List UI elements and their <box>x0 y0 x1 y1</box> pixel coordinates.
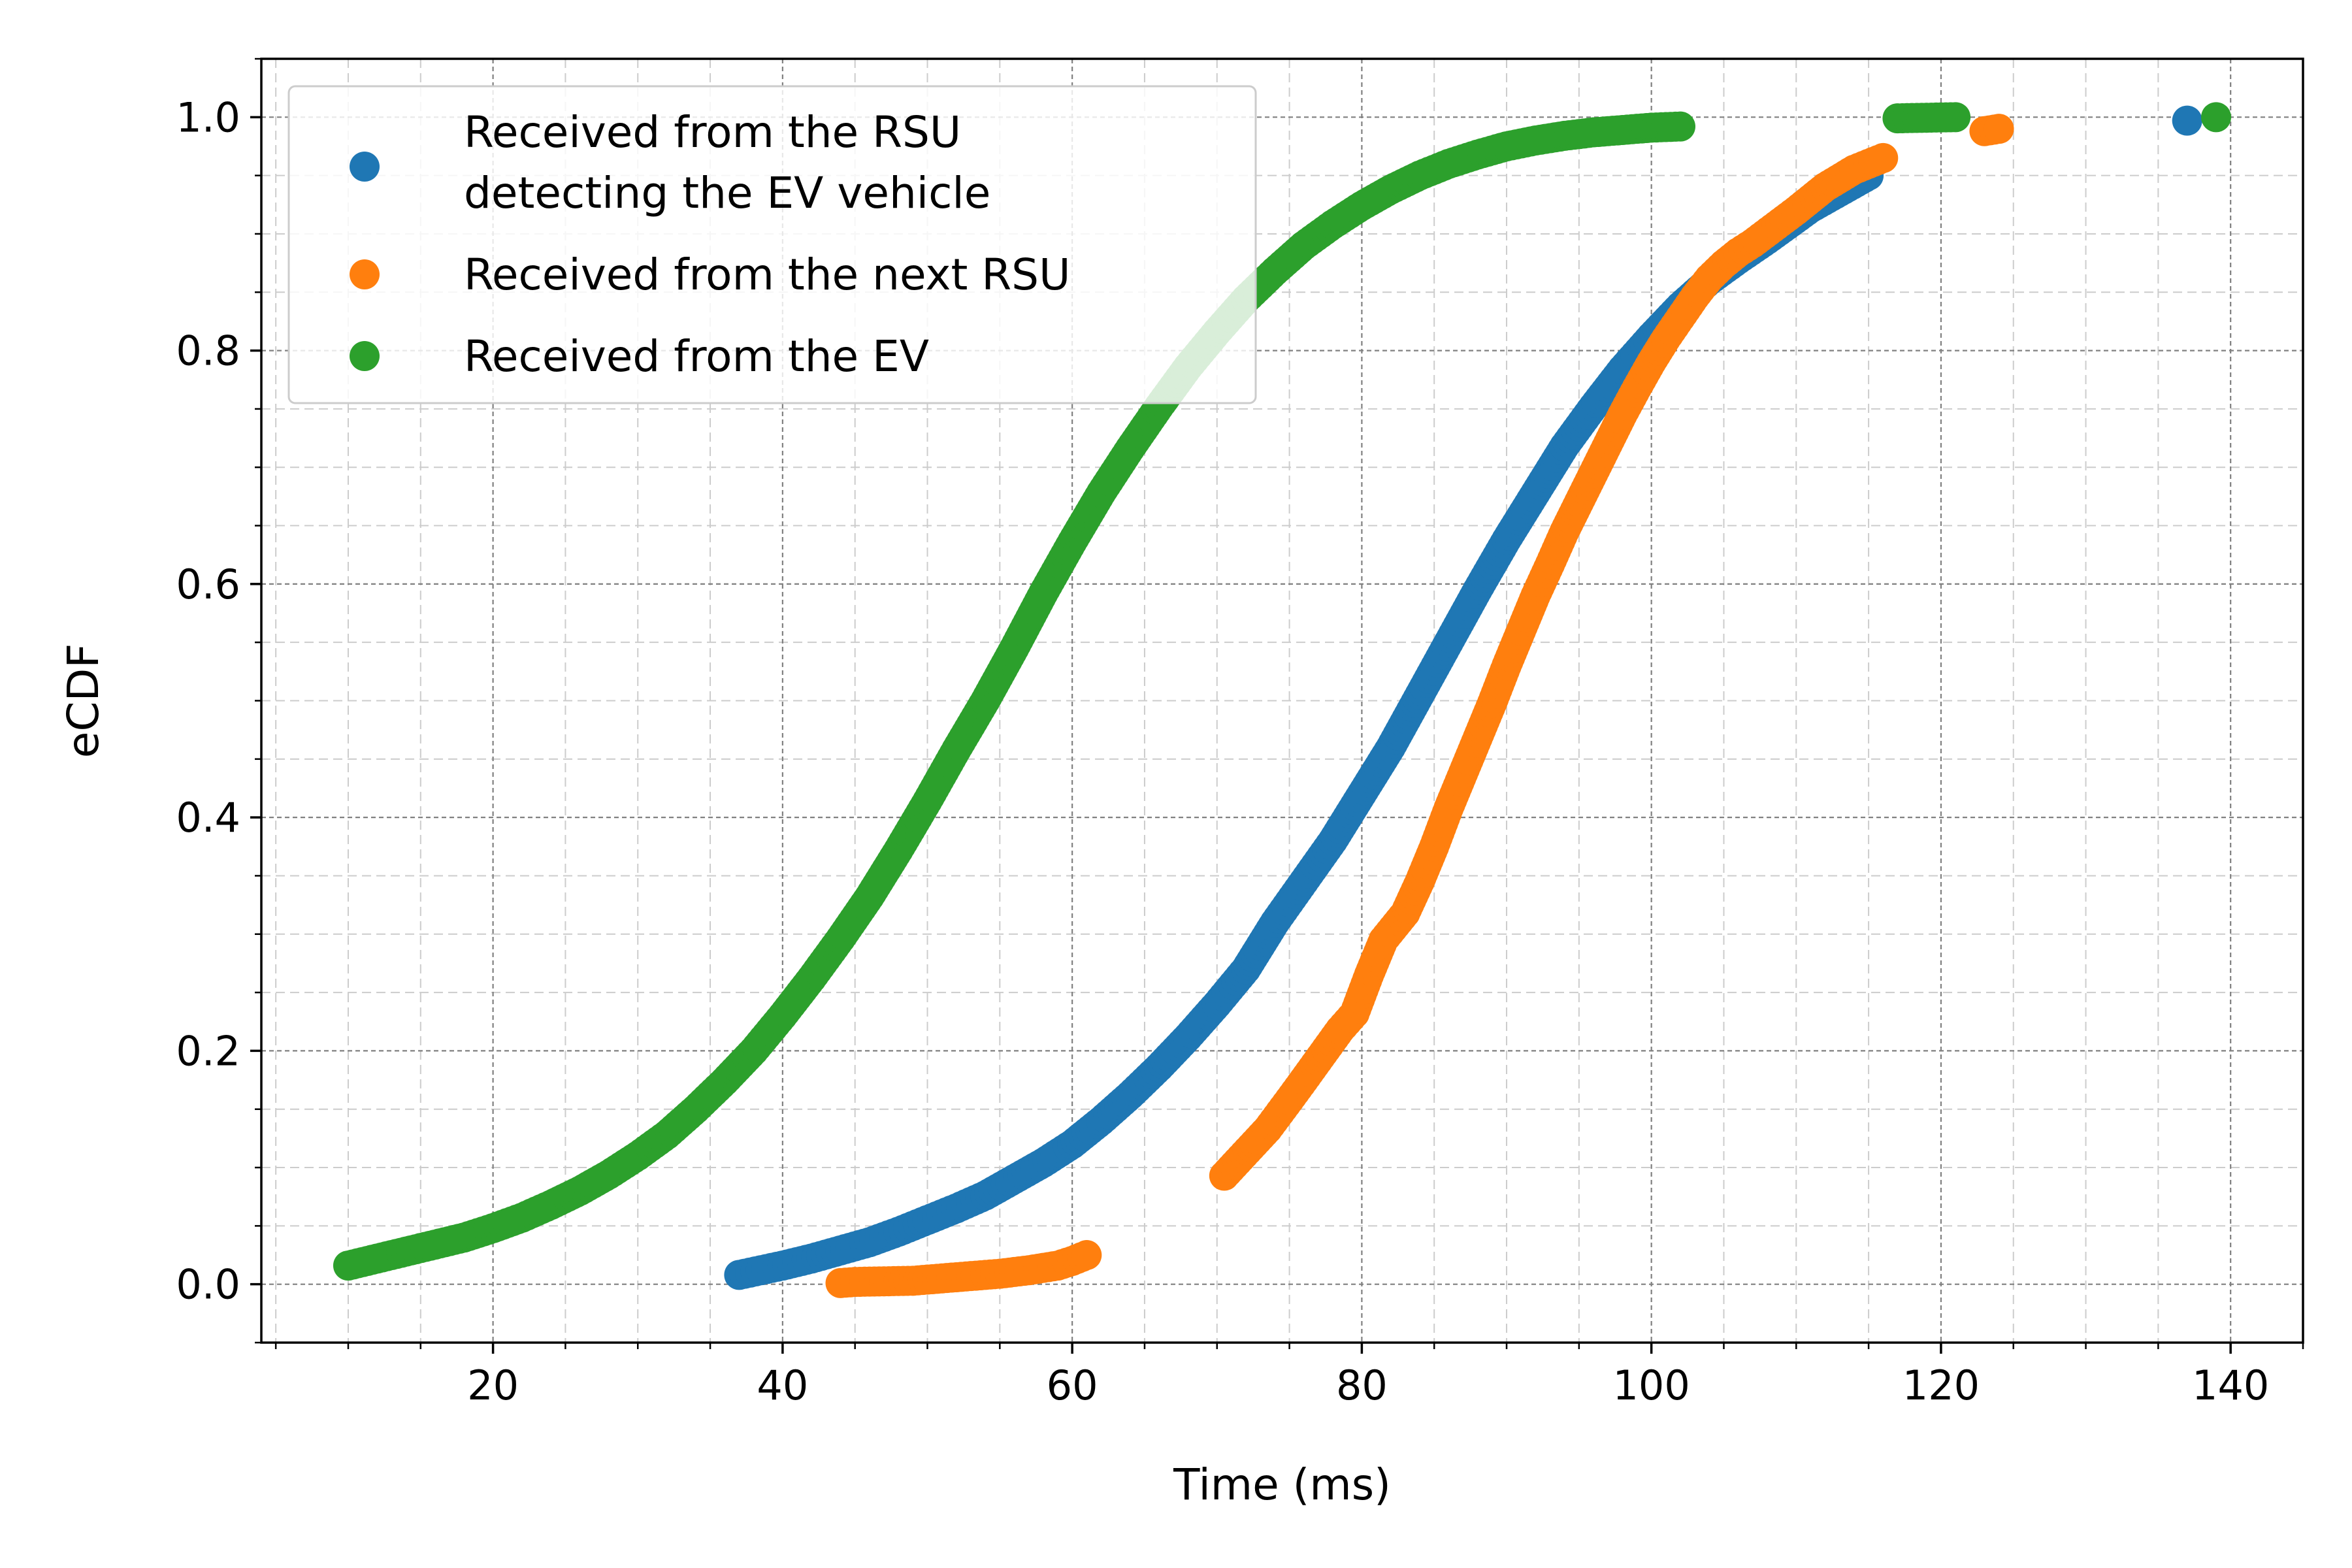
legend-marker <box>350 259 380 289</box>
series-2 <box>825 114 2014 1298</box>
legend-label: Received from the EV <box>464 331 929 382</box>
legend-label: Received from the RSU <box>464 107 961 157</box>
legend-box <box>287 85 1257 404</box>
legend-item-2: Received from the next RSU <box>350 250 1070 300</box>
y-axis-label: eCDF <box>58 644 108 758</box>
y-axis: 0.0 0.2 0.4 0.6 0.8 1.0 <box>176 57 261 1344</box>
x-tick-label: 60 <box>1047 1362 1098 1409</box>
y-tick-label: 1.0 <box>176 93 240 141</box>
data-point <box>2172 105 2202 136</box>
legend-item-3: Received from the EV <box>350 331 929 382</box>
data-point <box>1984 114 2014 144</box>
x-tick-label: 140 <box>2192 1362 2269 1409</box>
legend-label: detecting the EV vehicle <box>464 168 990 218</box>
legend-item-1: Received from the RSU detecting the EV ve… <box>350 107 990 218</box>
legend-marker <box>350 341 380 371</box>
y-tick-label: 0.2 <box>176 1027 240 1075</box>
data-point <box>1071 1240 1102 1271</box>
x-tick-label: 80 <box>1336 1362 1388 1409</box>
y-tick-label: 0.6 <box>176 561 240 608</box>
legend-marker <box>350 152 380 182</box>
y-tick-label: 0.8 <box>176 327 240 375</box>
y-tick-label: 0.0 <box>176 1261 240 1309</box>
legend-label: Received from the next RSU <box>464 250 1070 300</box>
x-axis-label: Time (ms) <box>1173 1460 1391 1510</box>
x-tick-label: 120 <box>1903 1362 1980 1409</box>
x-axis: 20 40 60 80 100 120 140 <box>274 1343 2304 1409</box>
data-point <box>1868 142 1899 173</box>
data-point <box>2201 102 2232 133</box>
y-tick-label: 0.4 <box>176 794 240 841</box>
data-point <box>1940 102 1971 133</box>
x-tick-label: 20 <box>467 1362 519 1409</box>
series-1 <box>724 105 2202 1290</box>
x-tick-label: 40 <box>757 1362 808 1409</box>
data-point <box>1665 111 1695 142</box>
legend: Received from the RSU detecting the EV ve… <box>287 85 1257 404</box>
x-tick-label: 100 <box>1612 1362 1690 1409</box>
